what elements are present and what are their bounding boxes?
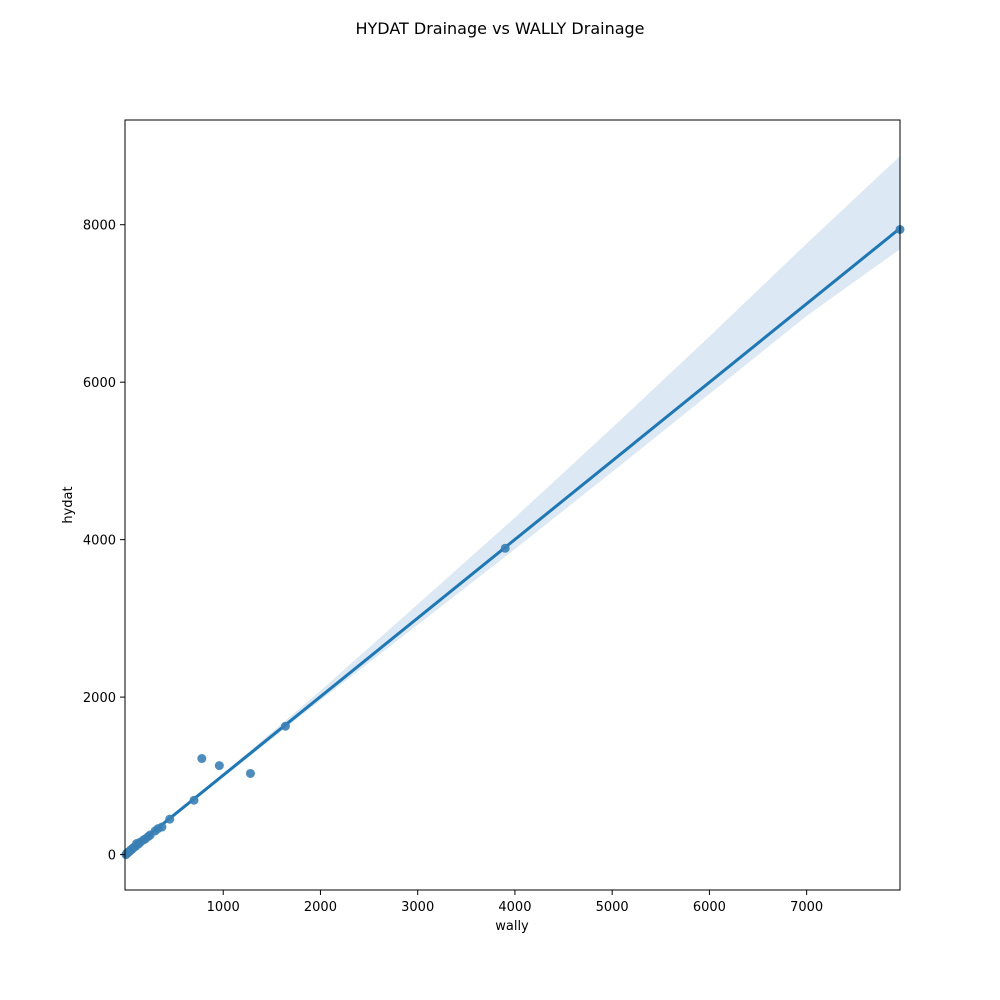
data-point: [280, 721, 290, 731]
data-point: [197, 754, 207, 764]
data-point: [500, 543, 510, 553]
x-axis-ticks: 1000 2000 3000 4000 5000 6000 7000: [207, 890, 823, 915]
x-tick-label: 5000: [596, 900, 629, 915]
chart-title: HYDAT Drainage vs WALLY Drainage: [355, 19, 644, 38]
x-tick-label: 4000: [498, 900, 531, 915]
data-points-layer: [121, 224, 905, 860]
data-point: [245, 768, 255, 778]
y-tick-label: 8000: [83, 219, 116, 234]
regression-line: [124, 226, 902, 856]
y-axis-label: hydat: [61, 486, 76, 523]
y-tick-label: 6000: [83, 376, 116, 391]
x-tick-label: 7000: [790, 900, 823, 915]
confidence-band-layer: [126, 156, 900, 857]
regression-line-layer: [124, 226, 902, 856]
data-point: [157, 822, 167, 832]
y-tick-label: 4000: [83, 534, 116, 549]
confidence-band: [126, 156, 900, 857]
data-point: [214, 761, 224, 771]
plot-area-frame: [124, 119, 901, 891]
data-point: [189, 795, 199, 805]
data-point: [165, 814, 175, 824]
x-axis-label: wally: [495, 919, 529, 934]
y-tick-label: 0: [108, 849, 116, 864]
x-tick-label: 2000: [304, 900, 337, 915]
x-tick-label: 3000: [401, 900, 434, 915]
y-tick-label: 2000: [83, 691, 116, 706]
x-tick-label: 6000: [693, 900, 726, 915]
y-axis-ticks: 0 2000 4000 6000 8000: [83, 219, 125, 864]
x-tick-label: 1000: [207, 900, 240, 915]
